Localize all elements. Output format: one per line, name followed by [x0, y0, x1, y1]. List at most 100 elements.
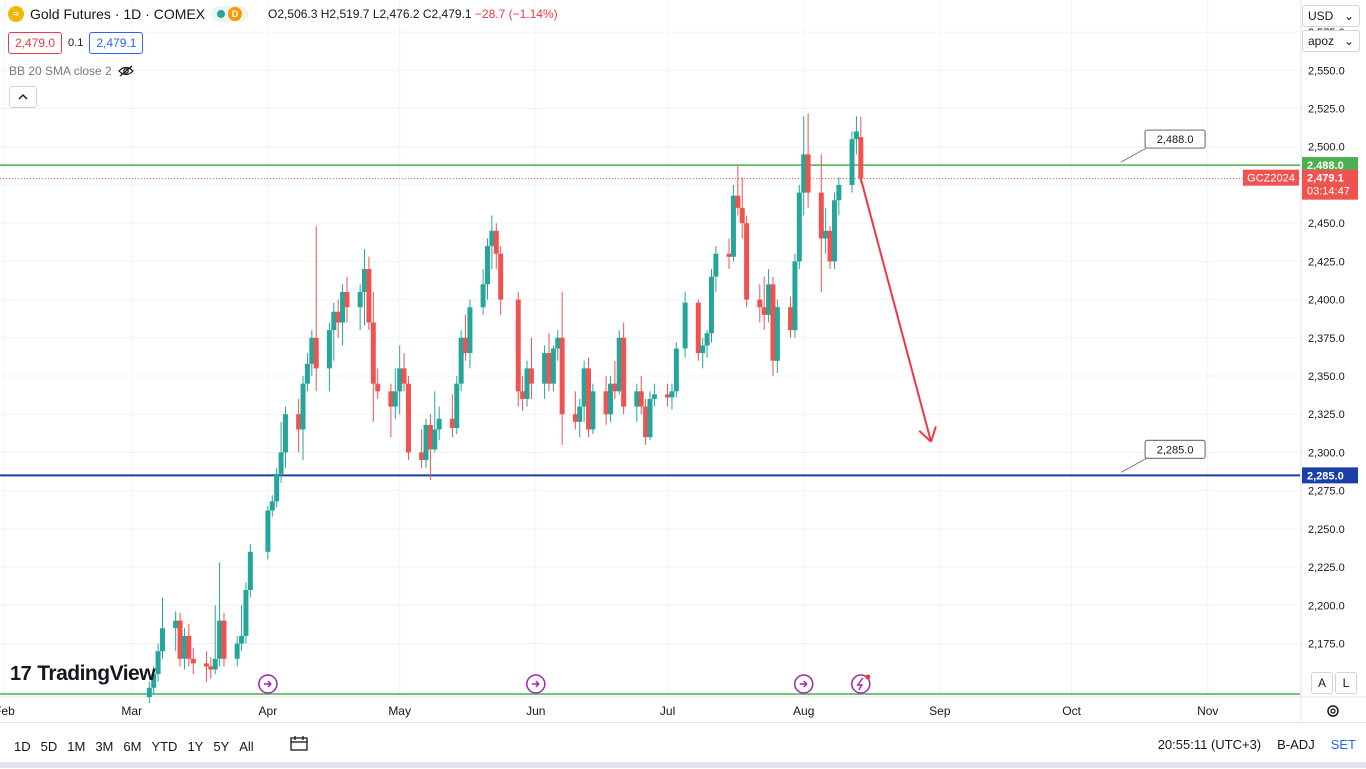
- clock-timezone[interactable]: 20:55:11 (UTC+3): [1157, 737, 1262, 752]
- log-scale-button[interactable]: L: [1335, 672, 1357, 694]
- auto-scale-button[interactable]: A: [1311, 672, 1333, 694]
- candle-body: [269, 501, 275, 511]
- price-tick-label: 2,550.0: [1308, 65, 1345, 77]
- price-tick-label: 2,375.0: [1308, 333, 1345, 345]
- current-price-label: 2,479.1: [1307, 173, 1344, 185]
- callout-pointer: [1120, 456, 1149, 473]
- symbol-title[interactable]: Gold Futures · 1D · COMEX: [30, 6, 206, 22]
- time-tick-label: May: [388, 704, 411, 718]
- delayed-badge: D: [228, 7, 243, 21]
- time-tick-label: Oct: [1062, 704, 1081, 718]
- candle-body: [427, 424, 433, 450]
- unit-select[interactable]: apoz ⌄: [1302, 30, 1360, 52]
- high-value: H2,519.7: [320, 7, 370, 21]
- buy-button[interactable]: 2,479.1: [89, 32, 144, 54]
- candle-body: [498, 253, 504, 300]
- time-tick-label: Apr: [259, 704, 278, 718]
- level-price-label: 2,488.0: [1307, 160, 1344, 172]
- currency-select[interactable]: USD ⌄: [1302, 5, 1360, 27]
- candle-body: [335, 311, 341, 323]
- price-tick-label: 2,325.0: [1308, 409, 1345, 421]
- play-icon-glyph: [531, 680, 540, 688]
- eye-off-icon[interactable]: [117, 65, 134, 77]
- price-chart[interactable]: 2,175.0 2,200.0 2,225.0 2,250.0 2,275.0 2,300…: [0, 0, 1366, 722]
- candle-body: [805, 154, 811, 193]
- trade-panel: 2,479.0 0.1 2,479.1: [8, 32, 144, 54]
- candle-body: [177, 620, 183, 659]
- candle-body: [515, 299, 521, 392]
- candle-body: [296, 414, 302, 430]
- indicator-label: BB 20 SMA close 2: [9, 64, 112, 78]
- collapse-legend-button[interactable]: [9, 86, 37, 108]
- candle-body: [151, 674, 157, 688]
- close-value: C2,479.1: [422, 7, 472, 21]
- candle-body: [735, 195, 741, 208]
- lightning-icon-glyph: [856, 677, 864, 691]
- candle-body: [274, 473, 280, 502]
- candle-body: [419, 452, 425, 461]
- range-all-button[interactable]: All: [239, 739, 254, 754]
- candle-body: [370, 322, 376, 384]
- calendar-icon: [290, 736, 308, 751]
- candle-body: [362, 269, 368, 292]
- candle-body: [577, 406, 583, 422]
- range-1d-button[interactable]: 1D: [14, 739, 31, 754]
- forecast-arrow-head: [918, 430, 932, 443]
- adjustment-toggle[interactable]: B-ADJ: [1277, 737, 1315, 752]
- candle-body: [757, 299, 763, 308]
- timeframe-buttons: 1D 5D 1M 3M 6M YTD 1Y 5Y All: [10, 737, 258, 756]
- level-price-tag: [1302, 157, 1358, 174]
- candle-body: [766, 284, 772, 315]
- candle-body: [467, 307, 473, 354]
- change-value: −28.7 (−1.14%): [474, 7, 558, 21]
- candle-body: [836, 184, 842, 201]
- time-tick-label: Aug: [793, 704, 814, 718]
- candle-body: [278, 452, 284, 474]
- range-3m-button[interactable]: 3M: [95, 739, 114, 754]
- price-tick-label: 2,400.0: [1308, 295, 1345, 307]
- price-tick-label: 2,200.0: [1308, 600, 1345, 612]
- candle-body: [744, 223, 750, 300]
- candle-body: [559, 337, 565, 415]
- candle-body: [739, 207, 745, 224]
- level-price-tag: [1302, 467, 1358, 484]
- candle-body: [221, 620, 227, 659]
- price-tick-label: 2,275.0: [1308, 486, 1345, 498]
- candle-body: [392, 391, 398, 407]
- candle-body: [366, 269, 372, 323]
- settlement-toggle[interactable]: SET: [1330, 737, 1356, 752]
- market-status-pill[interactable]: D: [211, 6, 249, 22]
- candle-body: [432, 429, 438, 450]
- candle-body: [331, 311, 337, 331]
- candle-body: [397, 368, 403, 392]
- time-tick-label: Nov: [1197, 704, 1218, 718]
- candle-body: [858, 137, 864, 179]
- bar-countdown-label: 03:14:47: [1307, 186, 1350, 198]
- range-5y-button[interactable]: 5Y: [213, 739, 230, 754]
- play-icon-glyph: [263, 680, 272, 688]
- range-1y-button[interactable]: 1Y: [187, 739, 204, 754]
- candle-body: [700, 345, 706, 354]
- callout-box: [1144, 439, 1206, 459]
- low-value: L2,476.2: [372, 7, 420, 21]
- range-ytd-button[interactable]: YTD: [151, 739, 178, 754]
- bottom-toolbar: 1D 5D 1M 3M 6M YTD 1Y 5Y All 20:55:11 (U…: [0, 722, 1366, 769]
- candle-body: [405, 383, 411, 453]
- chart-settings-button[interactable]: [1325, 703, 1341, 722]
- candle-body: [831, 200, 837, 262]
- candle-body: [493, 230, 499, 254]
- go-to-date-button[interactable]: [290, 735, 308, 756]
- sell-button[interactable]: 2,479.0: [8, 32, 63, 54]
- candle-body: [528, 368, 534, 384]
- indicator-legend[interactable]: BB 20 SMA close 2: [9, 64, 134, 78]
- range-5d-button[interactable]: 5D: [40, 739, 58, 754]
- candle-body: [853, 131, 859, 140]
- time-tick-label: Feb: [0, 704, 15, 718]
- time-tick-label: Jul: [660, 704, 675, 718]
- price-tick-label: 2,350.0: [1308, 371, 1345, 383]
- candle-body: [186, 635, 192, 659]
- candle-body: [436, 418, 442, 430]
- candle-body: [313, 337, 319, 369]
- range-1m-button[interactable]: 1M: [67, 739, 86, 754]
- range-6m-button[interactable]: 6M: [123, 739, 142, 754]
